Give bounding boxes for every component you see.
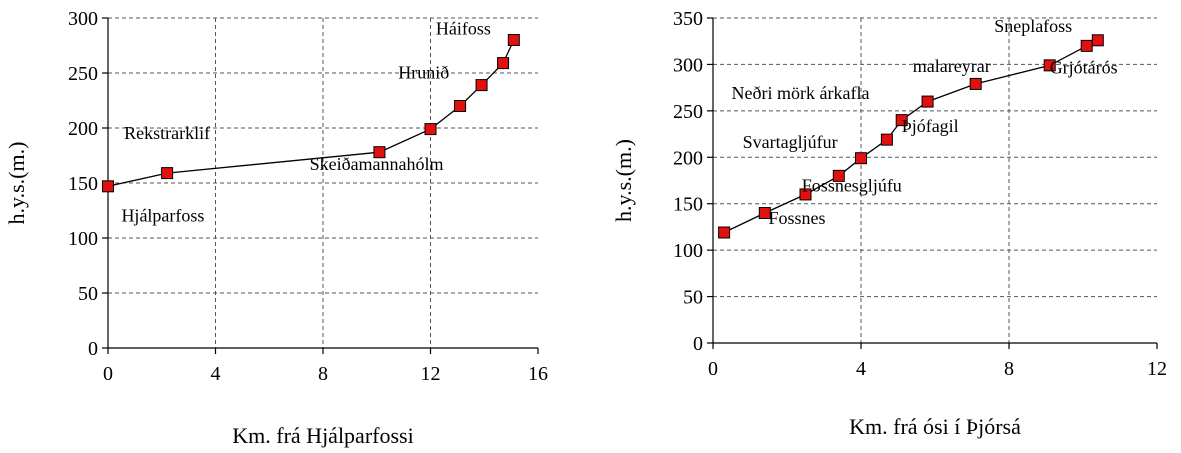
point-label: Svartagljúfur [743,132,838,152]
data-point-marker [507,34,520,46]
data-point-marker [1043,59,1056,72]
data-point-marker [373,146,386,159]
y-tick-label: 250 [68,63,98,85]
data-point-marker [718,226,731,239]
y-tick-label: 0 [693,333,703,355]
point-label: Sneplafoss [994,16,1072,36]
point-label: malareyrar [913,56,991,76]
data-point-marker [880,133,893,146]
data-point-marker [454,100,467,112]
x-tick-label: 8 [1004,358,1014,380]
y-tick-label: 350 [673,8,703,30]
data-point-marker [921,95,934,108]
data-point-marker [102,180,114,193]
data-point-marker [895,114,908,127]
y-tick-label: 300 [68,8,98,30]
y-tick-label: 0 [88,338,98,360]
x-axis-title: Km. frá Hjálparfossi [232,423,413,448]
y-tick-label: 100 [68,228,98,250]
point-label: Háifoss [436,19,491,39]
y-axis-title: h.y.s.(m.) [4,142,29,225]
point-label: Grjótárós [1050,58,1118,78]
data-point-marker [1080,39,1093,52]
point-label: Skeiðamannahólm [310,154,444,174]
x-tick-label: 4 [211,363,221,385]
data-point-marker [832,169,845,182]
y-tick-label: 300 [673,54,703,76]
y-tick-label: 200 [68,118,98,140]
data-point-marker [758,207,771,219]
y-tick-label: 150 [68,173,98,195]
y-tick-label: 50 [78,283,98,305]
x-tick-label: 8 [318,363,328,385]
point-label: Rekstrarklif [124,123,210,143]
data-point-marker [969,77,982,90]
x-tick-label: 16 [528,363,548,385]
point-label: Hrunið [398,63,449,83]
point-label: Þjófagil [902,116,959,136]
x-tick-label: 0 [708,358,718,380]
data-point-marker [497,57,510,70]
data-point-marker [161,167,174,180]
point-label: Neðri mörk árkafla [732,83,870,103]
y-tick-label: 200 [673,147,703,169]
x-tick-label: 0 [103,363,113,385]
y-axis-title: h.y.s.(m.) [611,139,636,222]
x-tick-label: 4 [856,358,866,380]
data-point-marker [855,152,867,165]
y-tick-label: 150 [673,194,703,216]
data-point-marker [1091,34,1104,47]
data-point-marker [799,188,812,201]
y-tick-label: 250 [673,101,703,123]
point-label: Fossnesgljúfu [802,176,902,196]
x-tick-label: 12 [421,363,441,385]
y-tick-label: 50 [683,287,703,309]
y-tick-label: 100 [673,240,703,262]
chart-right-elevation-profile: 0 4 8 12 0 50 100 150 200 250 300 350 Km. frá ósi í … [611,8,1167,439]
x-axis-title: Km. frá ósi í Þjórsá [849,414,1021,439]
series-line [723,39,1099,234]
point-label: Hjálparfoss [121,206,204,226]
data-point-marker [424,123,437,136]
x-tick-label: 12 [1147,358,1167,380]
chart-left-elevation-profile: 0 4 8 12 16 0 50 100 150 200 250 300 Km. frá Hjálpar… [4,8,548,448]
data-point-marker [475,79,488,92]
point-label: Fossnes [769,208,826,228]
